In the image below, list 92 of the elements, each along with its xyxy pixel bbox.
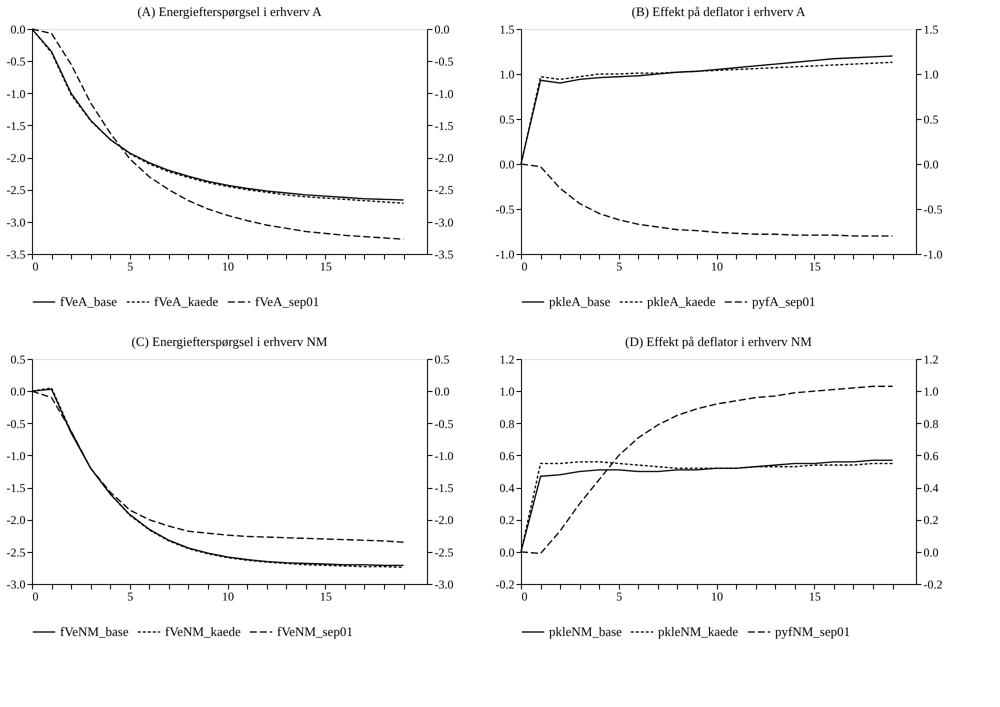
legend-label: pkleA_base <box>549 294 611 309</box>
chart-title: (D) Effekt på deflator i erhverv NM <box>625 334 812 349</box>
y-tick-label: 1.0 <box>500 68 514 82</box>
x-tick-label: 15 <box>808 590 821 604</box>
y2-tick-label: -1.5 <box>434 481 454 496</box>
x-tick-label: 0 <box>522 590 528 604</box>
legend-label: fVeA_base <box>60 294 118 309</box>
y-tick-label: -1.0 <box>6 86 26 101</box>
y-tick-label: -1.0 <box>6 448 26 463</box>
y2-tick-label: 1.5 <box>924 22 938 36</box>
y-tick-label: -2.5 <box>6 545 26 560</box>
legend-label: pyfA_sep01 <box>752 294 816 309</box>
legend-label: pkleNM_base <box>549 624 622 639</box>
x-tick-label: 5 <box>616 260 622 274</box>
x-tick-label: 15 <box>808 260 821 274</box>
y-tick-label: -1.5 <box>6 118 26 133</box>
y-tick-label: -3.0 <box>6 215 26 230</box>
y2-tick-label: -0.5 <box>434 54 454 69</box>
legend-label: pyfNM_sep01 <box>775 624 850 639</box>
legend-label: fVeNM_base <box>60 624 129 639</box>
y-tick-label: 1.2 <box>500 352 514 366</box>
y-tick-label: 0.2 <box>500 513 514 528</box>
y-tick-label: 0.4 <box>500 481 514 496</box>
y-tick-label: 0.5 <box>500 112 514 126</box>
y2-tick-label: 0.0 <box>924 545 938 560</box>
y-tick-label: 0.0 <box>10 384 26 399</box>
y-tick-label: 1.0 <box>500 384 514 399</box>
x-tick-label: 10 <box>222 260 234 274</box>
y-tick-label: 0.0 <box>500 545 514 560</box>
x-tick-label: 15 <box>320 590 332 604</box>
y2-tick-label: 0.8 <box>924 416 938 431</box>
y2-tick-label: 0.5 <box>924 112 938 126</box>
chart-title: (B) Effekt på deflator i erhverv A <box>632 4 806 19</box>
y2-tick-label: 1.0 <box>924 68 938 82</box>
y-tick-label: -0.5 <box>496 202 514 216</box>
y-tick-label: 0.8 <box>500 416 514 431</box>
y2-tick-label: -2.5 <box>434 183 454 198</box>
x-tick-label: 0 <box>32 260 38 274</box>
legend-label: fVeA_kaede <box>154 294 218 309</box>
y2-tick-label: 0.0 <box>924 158 938 172</box>
x-tick-label: 10 <box>711 590 724 604</box>
y2-tick-label: -1.0 <box>434 448 454 463</box>
y2-tick-label: 1.0 <box>924 384 938 399</box>
y2-tick-label: -2.0 <box>434 513 454 528</box>
legend-label: fVeNM_kaede <box>165 624 242 639</box>
y2-tick-label: -2.0 <box>434 151 454 166</box>
chart-title: (C) Energiefterspørgsel i erhverv NM <box>132 334 328 349</box>
y2-tick-label: -3.0 <box>434 578 454 592</box>
y2-tick-label: 0.5 <box>434 352 450 366</box>
x-tick-label: 0 <box>522 260 528 274</box>
y2-tick-label: -3.5 <box>434 248 454 262</box>
legend-label: fVeA_sep01 <box>255 294 320 309</box>
y2-tick-label: -1.5 <box>434 118 454 133</box>
y-tick-label: -2.0 <box>6 151 26 166</box>
y2-tick-label: -3.0 <box>434 215 454 230</box>
y-tick-label: -0.2 <box>496 578 514 592</box>
y-tick-label: 0.5 <box>10 352 26 366</box>
y2-tick-label: 0.6 <box>924 448 938 463</box>
y-tick-label: -0.5 <box>6 416 26 431</box>
y-tick-label: -3.5 <box>6 248 26 262</box>
y2-tick-label: 1.2 <box>924 352 938 366</box>
y2-tick-label: 0.0 <box>434 22 450 36</box>
y2-tick-label: -0.2 <box>924 578 942 592</box>
y2-tick-label: -1.0 <box>434 86 454 101</box>
y2-tick-label: -0.5 <box>434 416 454 431</box>
legend-label: fVeNM_sep01 <box>277 624 353 639</box>
y-tick-label: 1.5 <box>500 22 514 36</box>
y2-tick-label: -1.0 <box>924 248 942 262</box>
chart-title: (A) Energiefterspørgsel i erhverv A <box>137 4 322 19</box>
y-tick-label: 0.0 <box>500 158 514 172</box>
x-tick-label: 5 <box>127 260 134 274</box>
y-tick-label: -2.5 <box>6 183 26 198</box>
y-tick-label: -1.5 <box>6 481 26 496</box>
x-tick-label: 10 <box>711 260 724 274</box>
y-tick-label: 0.6 <box>500 448 514 463</box>
y-tick-label: -2.0 <box>6 513 26 528</box>
x-tick-label: 5 <box>127 590 134 604</box>
y-tick-label: 0.0 <box>10 22 26 36</box>
legend-label: pkleA_kaede <box>647 294 716 309</box>
y2-tick-label: -2.5 <box>434 545 454 560</box>
x-tick-label: 0 <box>32 590 38 604</box>
y2-tick-label: -0.5 <box>924 202 942 216</box>
y2-tick-label: 0.4 <box>924 481 938 496</box>
x-tick-label: 10 <box>222 590 234 604</box>
y-tick-label: -3.0 <box>6 578 26 592</box>
x-tick-label: 15 <box>320 260 332 274</box>
legend-label: pkleNM_kaede <box>658 624 738 639</box>
y-tick-label: -1.0 <box>496 248 514 262</box>
y2-tick-label: 0.2 <box>924 513 938 528</box>
y2-tick-label: 0.0 <box>434 384 450 399</box>
x-tick-label: 5 <box>616 590 622 604</box>
y-tick-label: -0.5 <box>6 54 26 69</box>
